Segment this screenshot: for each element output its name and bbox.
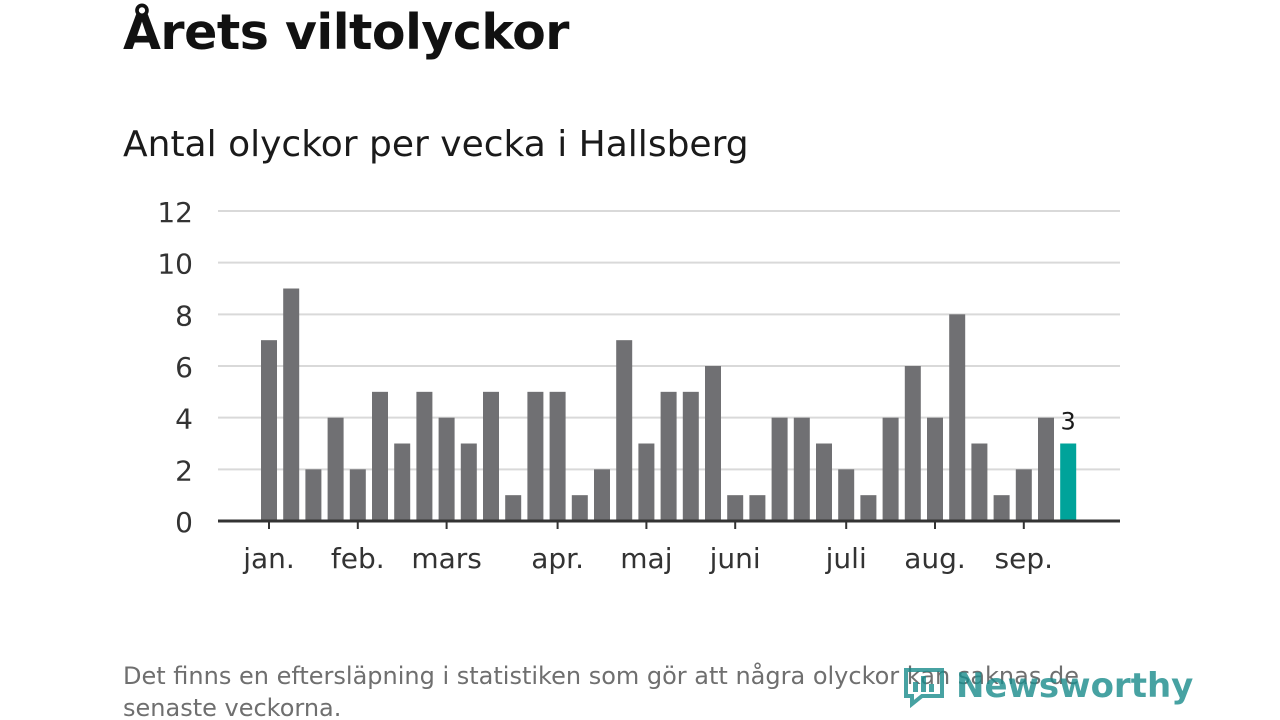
newsworthy-logo-icon [904,668,944,708]
x-tick-label: juni [709,542,761,575]
x-tick-label: maj [620,542,672,575]
bar [305,469,322,521]
bar [949,314,966,521]
logo-text: Newsworthy [956,666,1194,706]
y-tick-label: 12 [157,196,193,229]
bar [394,443,411,521]
bar [616,340,633,521]
x-tick-label: aug. [904,542,966,575]
y-tick-label: 10 [157,248,193,281]
bar [927,417,943,521]
bar [505,495,522,521]
x-tick-label: feb. [331,542,385,575]
x-tick-label: sep. [995,542,1054,575]
data-label: 3 [1061,408,1076,436]
bar [727,495,744,521]
newsworthy-logo: Newsworthy [902,664,1193,708]
bar [904,366,921,521]
bar [549,391,566,521]
bar [283,288,300,521]
bar [1015,469,1032,521]
bar [372,391,388,521]
page-title: Årets viltolyckor [123,4,569,61]
bar-highlight [1060,443,1077,521]
bar [416,391,433,521]
y-tick-label: 2 [175,454,193,487]
bar [1038,417,1054,521]
bar [749,495,766,521]
bar [993,495,1010,521]
x-tick-label: mars [411,542,482,575]
bar [349,469,366,521]
bar [261,340,277,521]
footnote: Det finns en eftersläpning i statistiken… [123,662,1079,720]
bar [882,417,899,521]
bar [460,443,477,521]
y-tick-label: 0 [175,506,193,539]
chart-subtitle: Antal olyckor per vecka i Hallsberg [123,124,749,165]
bar [638,443,655,521]
bar [771,417,788,521]
bar [705,366,721,521]
bar [571,495,588,521]
bar [483,391,499,521]
bar-chart: 0 2 4 6 8 10 12 3 jan. feb. mars apr. maj juni juli aug… [157,196,1120,575]
bar [527,391,544,521]
y-tick-label: 4 [175,403,193,436]
bar [816,443,832,521]
y-tick-label: 6 [175,351,193,384]
bar [838,469,855,521]
bar [793,417,810,521]
x-tick-label: apr. [531,542,584,575]
bar [438,417,455,521]
x-tick-label: juli [825,542,867,575]
bar [660,391,677,521]
bar [971,443,988,521]
bar [682,391,699,521]
x-tick-label: jan. [242,542,295,575]
y-tick-label: 8 [175,299,193,332]
bar [594,469,610,521]
bar [327,417,344,521]
bar [860,495,877,521]
